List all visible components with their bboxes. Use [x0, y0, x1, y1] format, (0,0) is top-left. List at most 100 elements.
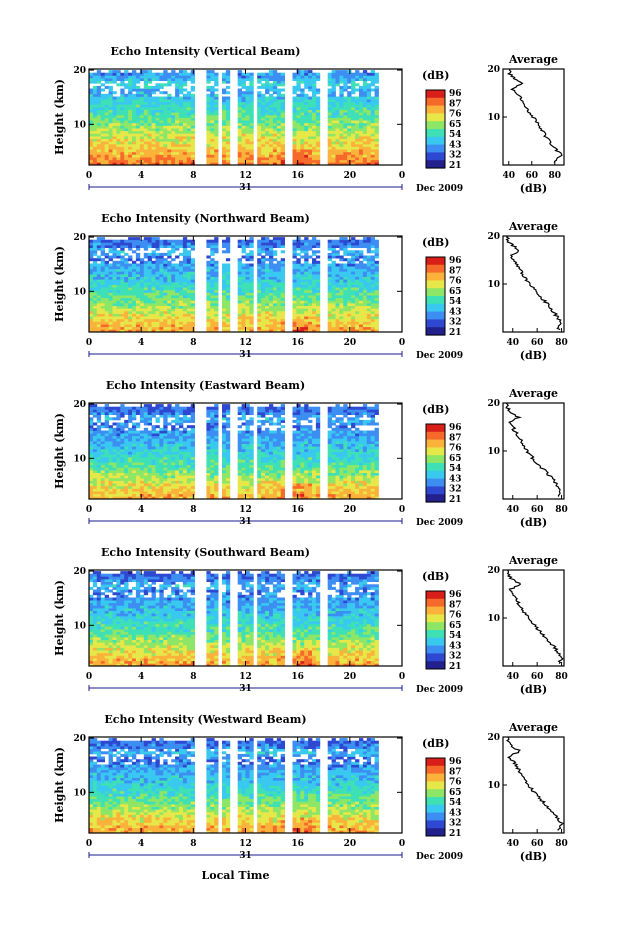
- heatmap-cell: [261, 295, 266, 299]
- heatmap-cell: [272, 252, 278, 256]
- x-tick-label: 20: [344, 171, 357, 181]
- heatmap-cell: [190, 247, 195, 251]
- heatmap-cell: [155, 300, 160, 304]
- heatmap-cell: [163, 99, 168, 103]
- heatmap-cell: [296, 239, 301, 243]
- heatmap-cell: [112, 80, 117, 84]
- heatmap-cell: [315, 266, 321, 270]
- heatmap-cell: [171, 297, 176, 301]
- heatmap-cell: [272, 271, 278, 275]
- heatmap-cell: [182, 271, 188, 275]
- heatmap-cell: [351, 255, 356, 259]
- heatmap-cell: [245, 326, 250, 330]
- heatmap-cell: [116, 70, 121, 74]
- heatmap-cell: [280, 99, 285, 103]
- heatmap-cell: [292, 239, 297, 243]
- heatmap-cell: [139, 88, 145, 92]
- heatmap-cell: [104, 496, 109, 500]
- heatmap-cell: [100, 430, 105, 434]
- heatmap-cell: [237, 279, 242, 283]
- heatmap-cell: [128, 281, 133, 285]
- heatmap-cell: [89, 263, 94, 267]
- heatmap-cell: [261, 279, 266, 283]
- heatmap-cell: [100, 268, 105, 272]
- heatmap-cell: [124, 422, 129, 426]
- heatmap-cell: [335, 326, 340, 330]
- heatmap-cell: [351, 146, 356, 150]
- heatmap-cell: [292, 284, 297, 288]
- heatmap-cell: [296, 159, 301, 163]
- heatmap-cell: [100, 75, 105, 79]
- heatmap-cell: [112, 441, 117, 444]
- heatmap-cell: [269, 107, 274, 110]
- heatmap-cell: [179, 297, 184, 301]
- heatmap-cell: [167, 321, 172, 325]
- heatmap-cell: [210, 292, 215, 296]
- heatmap-cell: [175, 104, 180, 108]
- heatmap-cell: [171, 279, 176, 283]
- heatmap-cell: [245, 263, 250, 267]
- heatmap-cell: [92, 146, 98, 150]
- colorbar-segment: [426, 121, 445, 124]
- heatmap-cell: [214, 112, 219, 116]
- heatmap-cell: [206, 242, 211, 246]
- heatmap-cell: [374, 109, 379, 113]
- heatmap-cell: [186, 289, 192, 293]
- heatmap-cell: [89, 117, 94, 121]
- heatmap-cell: [175, 321, 180, 325]
- heatmap-cell: [347, 239, 352, 243]
- heatmap-cell: [366, 308, 372, 312]
- heatmap-cell: [210, 130, 215, 134]
- heatmap-cell: [128, 480, 133, 484]
- heatmap-cell: [276, 321, 282, 325]
- heatmap-cell: [292, 101, 297, 105]
- heatmap-cell: [331, 96, 336, 100]
- heatmap-cell: [92, 464, 98, 468]
- heatmap-cell: [104, 281, 109, 285]
- heatmap-cell: [351, 75, 356, 79]
- heatmap-cell: [214, 292, 219, 296]
- heatmap-cell: [179, 138, 184, 142]
- colorbar-frame: [425, 89, 446, 169]
- heatmap-cell: [179, 146, 184, 150]
- heatmap-cell: [89, 109, 94, 113]
- heatmap-cell: [370, 128, 375, 132]
- heatmap-cell: [210, 143, 215, 147]
- heatmap-cell: [151, 324, 156, 328]
- heatmap-cell: [155, 464, 160, 468]
- heatmap-cell: [132, 138, 137, 142]
- heatmap-cell: [135, 239, 141, 243]
- heatmap-cell: [108, 255, 113, 259]
- heatmap-cell: [151, 72, 156, 76]
- heatmap-cell: [108, 321, 113, 325]
- heatmap-cell: [312, 114, 317, 118]
- heatmap-cell: [92, 151, 98, 155]
- heatmap-cell: [124, 435, 129, 439]
- heatmap-cell: [351, 143, 356, 147]
- heatmap-cell: [155, 245, 160, 248]
- heatmap-cell: [245, 154, 250, 158]
- heatmap-cell: [276, 122, 282, 126]
- heatmap-cell: [374, 316, 379, 320]
- heatmap-cell: [104, 425, 109, 429]
- heatmap-cell: [366, 263, 372, 267]
- heatmap-cell: [269, 295, 274, 299]
- heatmap-cell: [96, 441, 102, 444]
- heatmap-cell: [366, 260, 372, 264]
- panel-0: Echo Intensity (Vertical Beam)2010Height…: [53, 45, 565, 195]
- heatmap-cell: [120, 308, 125, 312]
- avg-x-tick-label: 40: [502, 171, 515, 181]
- heatmap-cell: [190, 263, 195, 267]
- heatmap-cell: [269, 159, 274, 163]
- heatmap-cell: [116, 480, 121, 484]
- heatmap-cell: [135, 85, 141, 89]
- heatmap-cell: [116, 316, 121, 320]
- heatmap-cell: [175, 114, 180, 118]
- colorbar-segment: [426, 292, 445, 295]
- heatmap-cell: [167, 114, 172, 118]
- heatmap-cell: [210, 242, 215, 246]
- heatmap-cell: [347, 72, 352, 76]
- heatmap-cell: [124, 85, 129, 89]
- heatmap-cell: [108, 313, 113, 317]
- heatmap-cell: [163, 266, 168, 270]
